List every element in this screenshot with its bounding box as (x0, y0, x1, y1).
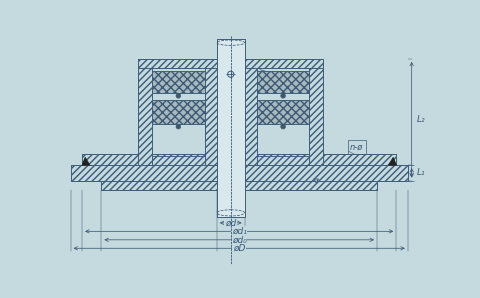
Bar (82, 154, 216, 165)
Bar (71, 165, 216, 181)
Text: ød₁: ød₁ (231, 227, 246, 236)
Bar (244, 165, 407, 181)
Circle shape (176, 94, 180, 98)
Bar (244, 154, 396, 165)
Bar (216, 181, 244, 190)
Bar (216, 39, 244, 217)
Polygon shape (313, 179, 318, 183)
Text: ød₀: ød₀ (231, 235, 246, 244)
Bar (101, 181, 216, 190)
Bar (244, 181, 376, 190)
Text: L₂: L₂ (415, 115, 424, 124)
Bar (244, 68, 256, 165)
Bar (146, 11, 154, 16)
Bar (216, 165, 244, 181)
Bar (216, 39, 244, 217)
Bar (244, 59, 323, 68)
Bar (216, 154, 244, 165)
Bar (152, 100, 204, 124)
Bar (256, 156, 309, 165)
Polygon shape (82, 157, 90, 165)
Text: L₁: L₁ (415, 168, 424, 177)
Bar (309, 16, 313, 33)
Bar (307, 11, 315, 16)
Text: øD: øD (232, 244, 245, 253)
Text: ød: ød (225, 218, 236, 227)
Bar (256, 71, 309, 93)
Bar (138, 68, 152, 165)
Polygon shape (388, 157, 396, 165)
Bar (204, 68, 216, 165)
Circle shape (280, 94, 285, 98)
Circle shape (280, 124, 285, 129)
Bar (147, 16, 152, 33)
Circle shape (176, 124, 180, 129)
Bar (256, 100, 309, 124)
Bar (152, 156, 204, 165)
Bar (138, 59, 216, 68)
Bar (309, 68, 323, 165)
Bar (152, 71, 204, 93)
Text: n-ø: n-ø (349, 143, 363, 152)
